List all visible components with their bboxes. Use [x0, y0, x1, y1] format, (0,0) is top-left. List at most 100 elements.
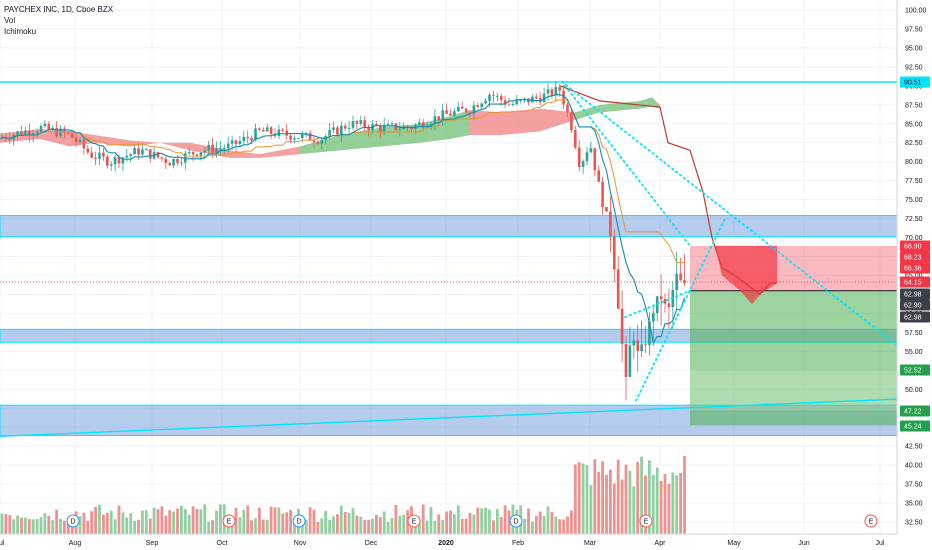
- price-tick-label: 35.00: [905, 501, 923, 508]
- volume-bar: [94, 506, 97, 534]
- volume-bar: [47, 515, 51, 534]
- candle-body: [332, 127, 335, 130]
- volume-bar: [585, 465, 589, 534]
- dividend-event-marker[interactable]: D: [509, 514, 523, 528]
- candle-body: [659, 296, 663, 300]
- candle-body: [449, 113, 452, 116]
- volume-bar: [250, 520, 253, 534]
- volume-bar: [234, 507, 238, 534]
- candle-body: [628, 345, 632, 377]
- candle-body: [589, 148, 593, 153]
- candle-body: [496, 95, 499, 97]
- price-tick-label: 75.00: [905, 197, 923, 204]
- volume-bar: [378, 517, 382, 534]
- volume-bar: [12, 519, 16, 534]
- candle-body: [82, 139, 86, 149]
- event-circle: [222, 514, 236, 528]
- dotted-trend-line: [635, 217, 726, 402]
- candle-body: [191, 152, 195, 155]
- price-tag-label: 68.23: [904, 255, 922, 262]
- dotted-trend-line: [561, 81, 691, 247]
- candle-body: [640, 344, 643, 352]
- candle-body: [246, 136, 249, 139]
- earnings-event-marker[interactable]: E: [407, 514, 421, 528]
- earnings-event-marker[interactable]: E: [639, 514, 653, 528]
- dividend-event-marker[interactable]: D: [66, 514, 80, 528]
- price-tick-label: 87.50: [905, 102, 923, 109]
- candle-body: [199, 152, 203, 156]
- candle-body: [437, 116, 441, 121]
- candle-body: [336, 127, 339, 135]
- volume-bar: [363, 519, 367, 534]
- candle-body: [453, 111, 456, 116]
- candle-body: [535, 96, 538, 99]
- volume-bar: [382, 511, 386, 534]
- time-tick-label: Nov: [294, 540, 307, 547]
- indicator-ichimoku-label[interactable]: Ichimoku: [4, 27, 37, 36]
- volume-bar: [230, 520, 234, 534]
- candle-body: [433, 116, 437, 124]
- indicator-vol-label[interactable]: Vol: [4, 16, 16, 25]
- candle-body: [457, 106, 460, 112]
- volume-bar: [605, 474, 608, 534]
- volume-bar: [207, 521, 211, 534]
- cloud-segment: [300, 135, 340, 155]
- candle-body: [441, 110, 444, 121]
- candle-body: [445, 110, 448, 114]
- volume-bar: [550, 511, 554, 534]
- candle-body: [570, 112, 573, 131]
- volume-bar: [456, 505, 460, 534]
- volume-bar: [332, 516, 335, 534]
- cloud-segment: [70, 131, 95, 147]
- candle-body: [90, 152, 93, 158]
- volume-bar: [394, 504, 398, 534]
- price-tag-bg: [900, 288, 930, 300]
- volume-bar: [0, 513, 4, 534]
- symbol-title[interactable]: PAYCHEX INC, 1D, Cboe BZX: [4, 5, 114, 14]
- volume-bar: [254, 518, 257, 534]
- volume-bar: [531, 521, 534, 534]
- candle-body: [39, 125, 43, 132]
- candle-body: [390, 123, 394, 125]
- candle-body: [503, 100, 507, 105]
- volume-bar: [538, 511, 542, 534]
- candle-body: [289, 135, 292, 140]
- candle-body: [211, 144, 214, 153]
- volume-bar: [24, 517, 27, 534]
- candle-body: [187, 152, 191, 154]
- candle-body: [265, 127, 269, 132]
- candle-body: [0, 137, 4, 139]
- price-tag-label: 52.52: [904, 368, 922, 375]
- candle-body: [347, 127, 351, 129]
- volume-bar: [242, 510, 246, 534]
- candle-body: [137, 148, 140, 155]
- candle-body: [429, 123, 433, 127]
- candle-body: [121, 157, 125, 164]
- candle-body: [98, 152, 101, 159]
- price-tag-label: 62.98: [904, 315, 922, 322]
- candle-body: [382, 124, 386, 132]
- volume-bar: [63, 520, 66, 534]
- volume-bar: [546, 506, 550, 534]
- candle-body: [8, 138, 12, 140]
- volume-bar: [86, 520, 90, 534]
- price-tick-label: 80.00: [905, 159, 923, 166]
- earnings-event-marker[interactable]: E: [864, 514, 878, 528]
- volume-bar: [464, 518, 468, 534]
- dotted-trend-line: [561, 81, 898, 347]
- volume-bar: [265, 519, 269, 534]
- candle-body: [24, 130, 27, 135]
- candle-body: [480, 103, 483, 108]
- volume-bar: [367, 519, 370, 534]
- volume-bar: [203, 504, 207, 534]
- candle-body: [542, 93, 546, 103]
- volume-bar: [35, 518, 39, 534]
- candle-body: [511, 104, 515, 106]
- dividend-event-marker[interactable]: D: [292, 514, 306, 528]
- earnings-event-marker[interactable]: E: [222, 514, 236, 528]
- volume-bar: [339, 505, 343, 534]
- volume-bar: [507, 510, 511, 534]
- candle-body: [31, 133, 35, 135]
- candle-body: [597, 170, 600, 182]
